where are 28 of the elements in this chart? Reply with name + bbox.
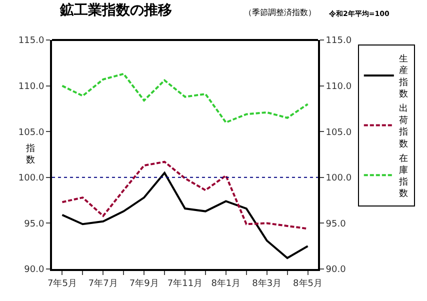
x-tick-label: 7年5月 bbox=[48, 278, 77, 289]
y2-tick-label: 105.0 bbox=[326, 128, 352, 138]
legend-label: 出荷指数 bbox=[398, 103, 408, 150]
x-tick-label: 7年11月 bbox=[167, 278, 203, 289]
x-tick-label: 8年3月 bbox=[252, 278, 282, 289]
y2-tick-label: 110.0 bbox=[326, 82, 352, 92]
y-tick-label: 105.0 bbox=[18, 128, 44, 138]
line-series bbox=[61, 160, 309, 230]
chart-subtitle: （季節調整済指数） bbox=[244, 8, 316, 17]
y-tick-label: 95.0 bbox=[24, 219, 44, 230]
y2-tick-label: 90.0 bbox=[326, 265, 346, 276]
y-tick-label: 115.0 bbox=[18, 36, 44, 46]
y2-tick-label: 115.0 bbox=[326, 36, 352, 46]
legend-label: 在庫指数 bbox=[398, 153, 408, 200]
x-tick-label: 7年7月 bbox=[88, 278, 118, 289]
chart-title: 鉱工業指数の推移 bbox=[58, 1, 172, 18]
y2-tick-label: 95.0 bbox=[326, 219, 346, 230]
y-tick-label: 110.0 bbox=[18, 82, 44, 92]
y-tick-label: 100.0 bbox=[18, 174, 44, 184]
x-tick-label: 8年5月 bbox=[293, 278, 322, 289]
x-tick-label: 8年1月 bbox=[211, 278, 241, 289]
line-series bbox=[61, 72, 309, 124]
y-axis-title: 指数 bbox=[25, 143, 35, 166]
line-series bbox=[61, 172, 309, 260]
legend-label: 生産指数 bbox=[398, 53, 408, 100]
y2-tick-label: 100.0 bbox=[326, 174, 352, 184]
y-tick-label: 90.0 bbox=[24, 265, 44, 276]
x-tick-label: 7年9月 bbox=[129, 278, 159, 289]
